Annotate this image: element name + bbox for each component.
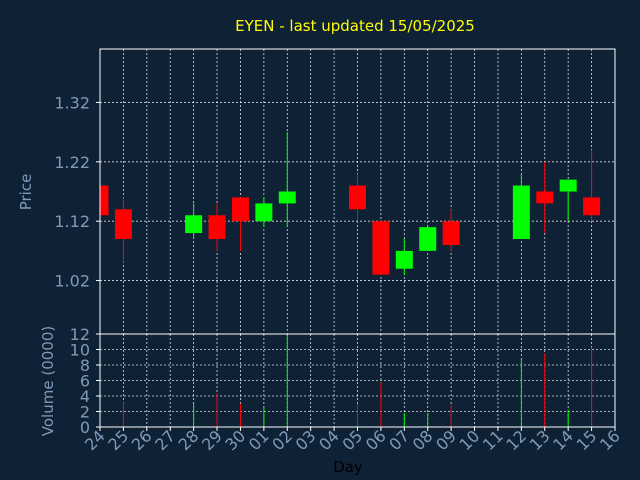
price-axis-label: Price [17, 174, 35, 211]
volume-tick-label: 0 [80, 418, 90, 437]
price-tick-label: 1.22 [54, 153, 90, 172]
candle-body [536, 191, 554, 204]
candle-body [100, 185, 109, 216]
x-ticks: 2425262728293001020304050607080910111213… [81, 426, 624, 454]
volume-axis-label: Volume (0000) [39, 326, 57, 436]
volume-tick-label: 8 [80, 356, 90, 375]
price-tick-label: 1.02 [54, 272, 90, 291]
candle-body [231, 197, 249, 222]
volume-tick-label: 2 [80, 403, 90, 422]
volume-tick-label: 4 [80, 387, 90, 406]
candle-body [512, 185, 530, 239]
candle-body [278, 191, 296, 204]
candle-body [419, 227, 437, 251]
volume-bars [122, 335, 593, 427]
candle-body [583, 197, 601, 216]
x-axis-label: Day [333, 458, 363, 476]
volume-tick-label: 10 [70, 341, 90, 360]
candle-body [185, 215, 203, 234]
candle-body [372, 221, 390, 275]
volume-tick-label: 12 [70, 325, 90, 344]
chart-title: EYEN - last updated 15/05/2025 [235, 17, 475, 35]
candle-body [255, 203, 273, 222]
candle-body [395, 250, 413, 269]
price-grid [99, 49, 616, 334]
price-candles [100, 132, 601, 275]
price-tick-label: 1.12 [54, 212, 90, 231]
price-tick-label: 1.32 [54, 93, 90, 112]
candle-body [349, 185, 366, 210]
candle-body [114, 209, 132, 239]
price-y-ticks: 1.02 1.12 1.22 1.32 [54, 93, 100, 291]
volume-tick-label: 6 [80, 372, 90, 391]
candle-body [559, 179, 577, 192]
candle-body [208, 215, 226, 239]
candle-body [442, 221, 460, 245]
